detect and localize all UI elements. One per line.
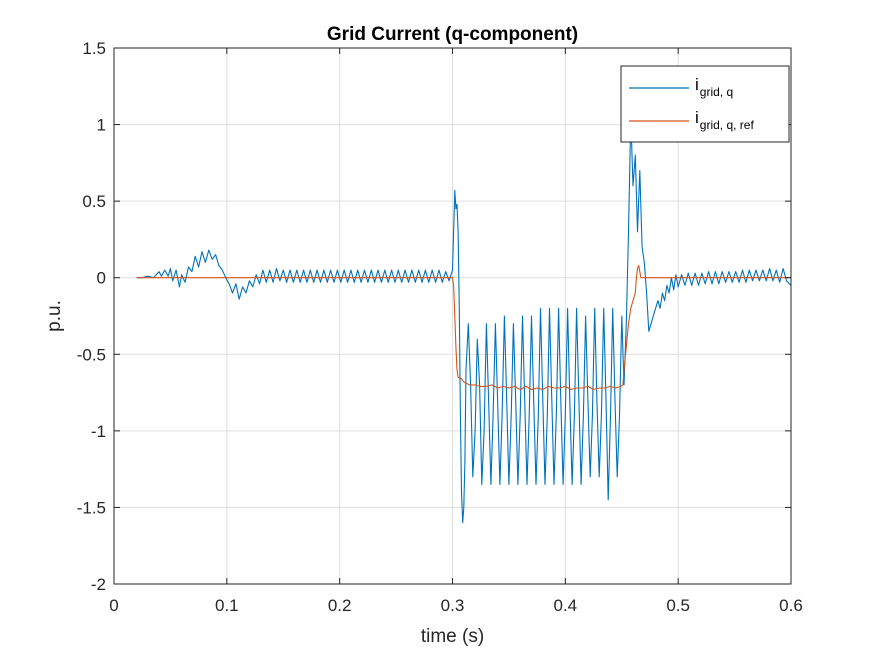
y-tick-label: -0.5 [77, 345, 106, 364]
x-tick-label: 0.4 [554, 596, 578, 615]
legend: igrid, q igrid, q, ref [620, 65, 790, 143]
y-tick-label: 0.5 [82, 192, 106, 211]
series-line-2 [136, 264, 791, 391]
y-tick-label: -2 [91, 575, 106, 594]
y-tick-label: -1.5 [77, 498, 106, 517]
x-tick-label: 0.2 [328, 596, 352, 615]
y-axis-label: p.u. [44, 300, 65, 332]
series-layer [136, 116, 792, 524]
y-tick-label: -1 [91, 422, 106, 441]
legend-box [620, 65, 790, 143]
y-tick-label: 0 [97, 269, 106, 288]
y-tick-label: 1 [97, 116, 106, 135]
y-tick-label: 1.5 [82, 39, 106, 58]
chart-title: Grid Current (q-component) [327, 24, 578, 45]
x-tick-label: 0.6 [779, 596, 803, 615]
series-line-1 [136, 116, 792, 524]
x-tick-label: 0.3 [441, 596, 465, 615]
ticks: 0 0.1 0.2 0.3 0.4 0.5 0.6 -2 -1.5 -1 -0.5 0 0.5 1 1.5 [77, 39, 803, 615]
legend-label: igrid, q, ref [695, 108, 754, 132]
x-axis-label: time (s) [421, 626, 484, 647]
x-tick-label: 0 [109, 596, 118, 615]
x-tick-label: 0.1 [215, 596, 239, 615]
x-tick-label: 0.5 [666, 596, 690, 615]
legend-label: igrid, q [695, 75, 733, 99]
